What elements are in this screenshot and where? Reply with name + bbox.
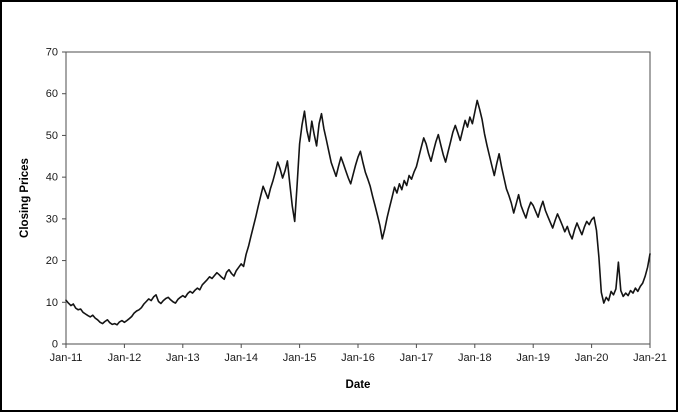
closing-prices-line	[65, 99, 651, 326]
x-tick-label: Jan-13	[166, 352, 200, 364]
x-tick-label: Jan-20	[575, 352, 609, 364]
x-tick-label: Jan-12	[108, 352, 142, 364]
x-tick-label: Jan-18	[458, 352, 492, 364]
y-tick-label: 0	[52, 339, 58, 351]
x-tick-label: Jan-16	[341, 352, 375, 364]
x-tick-label: Jan-17	[400, 352, 434, 364]
x-tick-label: Jan-14	[224, 352, 258, 364]
y-tick-label: 10	[46, 297, 58, 309]
x-axis-tick-labels: Jan-11 Jan-12 Jan-13 Jan-14 Jan-15 Jan-16 Jan-…	[50, 352, 667, 364]
y-tick-label: 40	[46, 172, 58, 184]
y-tick-label: 70	[46, 47, 58, 59]
x-tick-label: Jan-11	[50, 352, 83, 364]
y-axis-ticks	[62, 51, 66, 345]
y-tick-label: 50	[46, 130, 58, 142]
x-tick-label: Jan-15	[283, 352, 317, 364]
x-tick-label: Jan-21	[633, 352, 667, 364]
x-axis-title: Date	[346, 379, 371, 391]
y-tick-label: 30	[46, 213, 58, 225]
y-tick-label: 20	[46, 255, 58, 267]
y-axis-title: Closing Prices	[19, 158, 31, 238]
x-axis-ticks	[65, 344, 651, 348]
plot-area-frame	[65, 51, 651, 345]
x-tick-label: Jan-19	[516, 352, 550, 364]
y-axis-tick-labels: 0 10 20 30 40 50 60 70	[46, 47, 58, 351]
y-tick-label: 60	[46, 88, 58, 100]
